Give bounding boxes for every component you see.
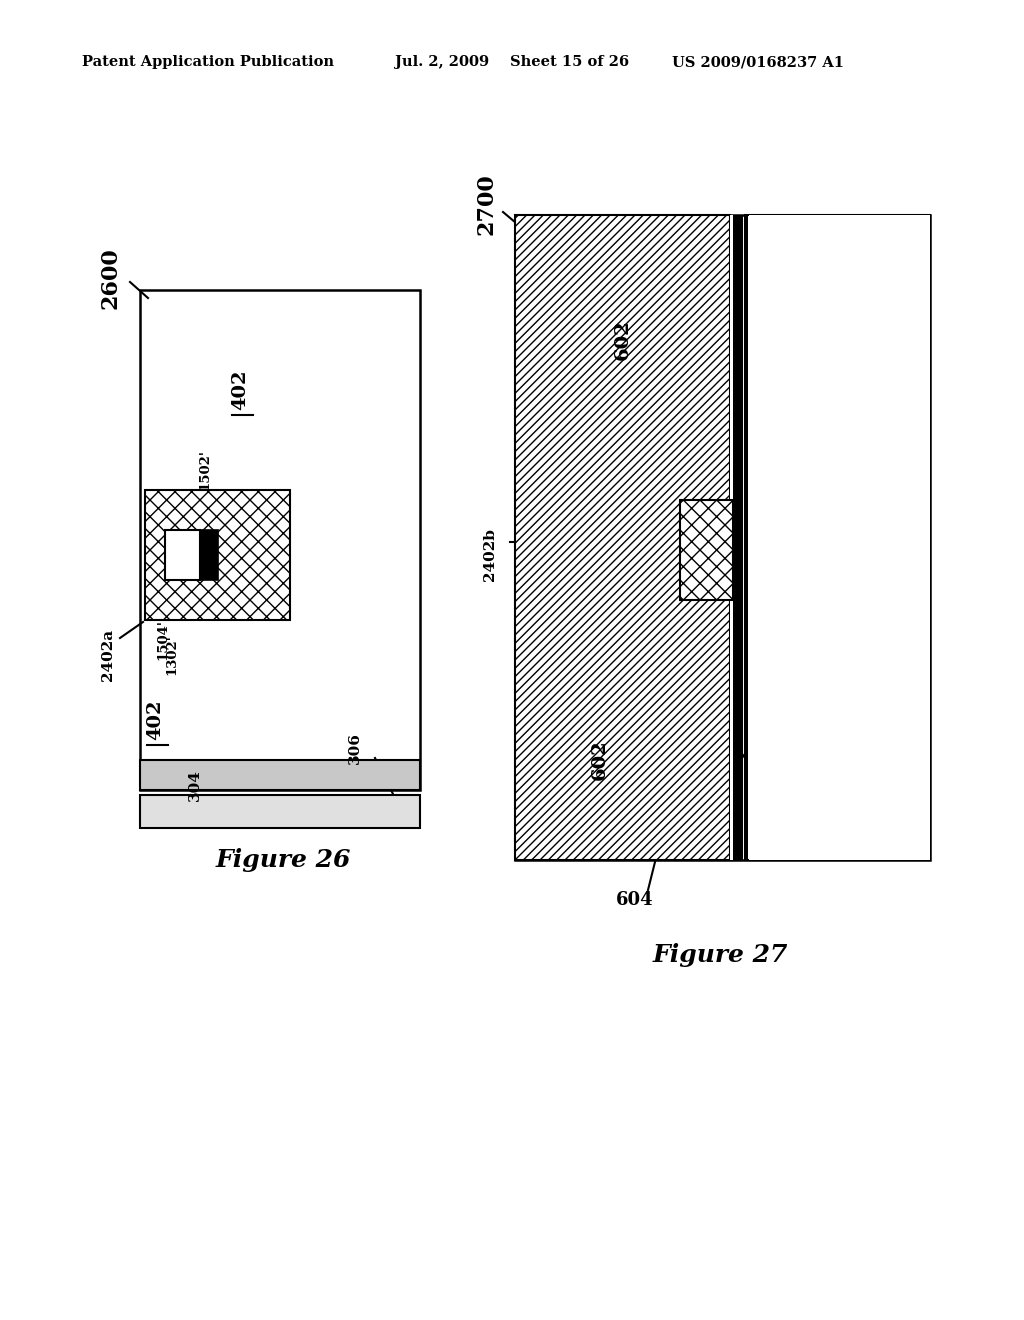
Text: US 2009/0168237 A1: US 2009/0168237 A1 bbox=[672, 55, 844, 69]
Bar bbox=[140, 795, 420, 828]
Text: 2402b: 2402b bbox=[483, 528, 497, 581]
Text: 304: 304 bbox=[188, 770, 202, 801]
Bar bbox=[165, 531, 200, 579]
Text: 306: 306 bbox=[348, 733, 362, 764]
Bar bbox=[515, 215, 930, 861]
Bar bbox=[515, 215, 730, 861]
Text: 1504': 1504' bbox=[157, 619, 170, 660]
Text: 306: 306 bbox=[803, 704, 817, 737]
Text: Jul. 2, 2009: Jul. 2, 2009 bbox=[395, 55, 489, 69]
Text: Sheet 15 of 26: Sheet 15 of 26 bbox=[510, 55, 629, 69]
Text: 2600: 2600 bbox=[99, 247, 121, 309]
Text: 1502': 1502' bbox=[199, 450, 212, 491]
Text: 402: 402 bbox=[231, 370, 249, 411]
Text: 2402a: 2402a bbox=[101, 628, 115, 681]
Bar bbox=[730, 215, 733, 861]
Text: 402: 402 bbox=[146, 700, 164, 741]
Bar bbox=[745, 215, 930, 861]
Bar bbox=[733, 215, 743, 861]
Text: 1302': 1302' bbox=[166, 635, 178, 676]
Bar bbox=[680, 500, 733, 601]
Text: 602: 602 bbox=[591, 739, 609, 780]
Bar bbox=[745, 215, 748, 861]
Bar bbox=[140, 760, 420, 789]
Text: Figure 26: Figure 26 bbox=[215, 847, 350, 873]
Bar bbox=[200, 531, 218, 579]
Text: 304: 304 bbox=[831, 325, 849, 366]
Bar bbox=[140, 290, 420, 789]
Bar bbox=[749, 215, 930, 861]
Text: 602: 602 bbox=[614, 319, 632, 360]
Text: Patent Application Publication: Patent Application Publication bbox=[82, 55, 334, 69]
Text: Figure 27: Figure 27 bbox=[652, 942, 787, 968]
Text: 604: 604 bbox=[616, 891, 653, 909]
Text: 2700: 2700 bbox=[476, 173, 498, 235]
Bar bbox=[145, 490, 290, 620]
